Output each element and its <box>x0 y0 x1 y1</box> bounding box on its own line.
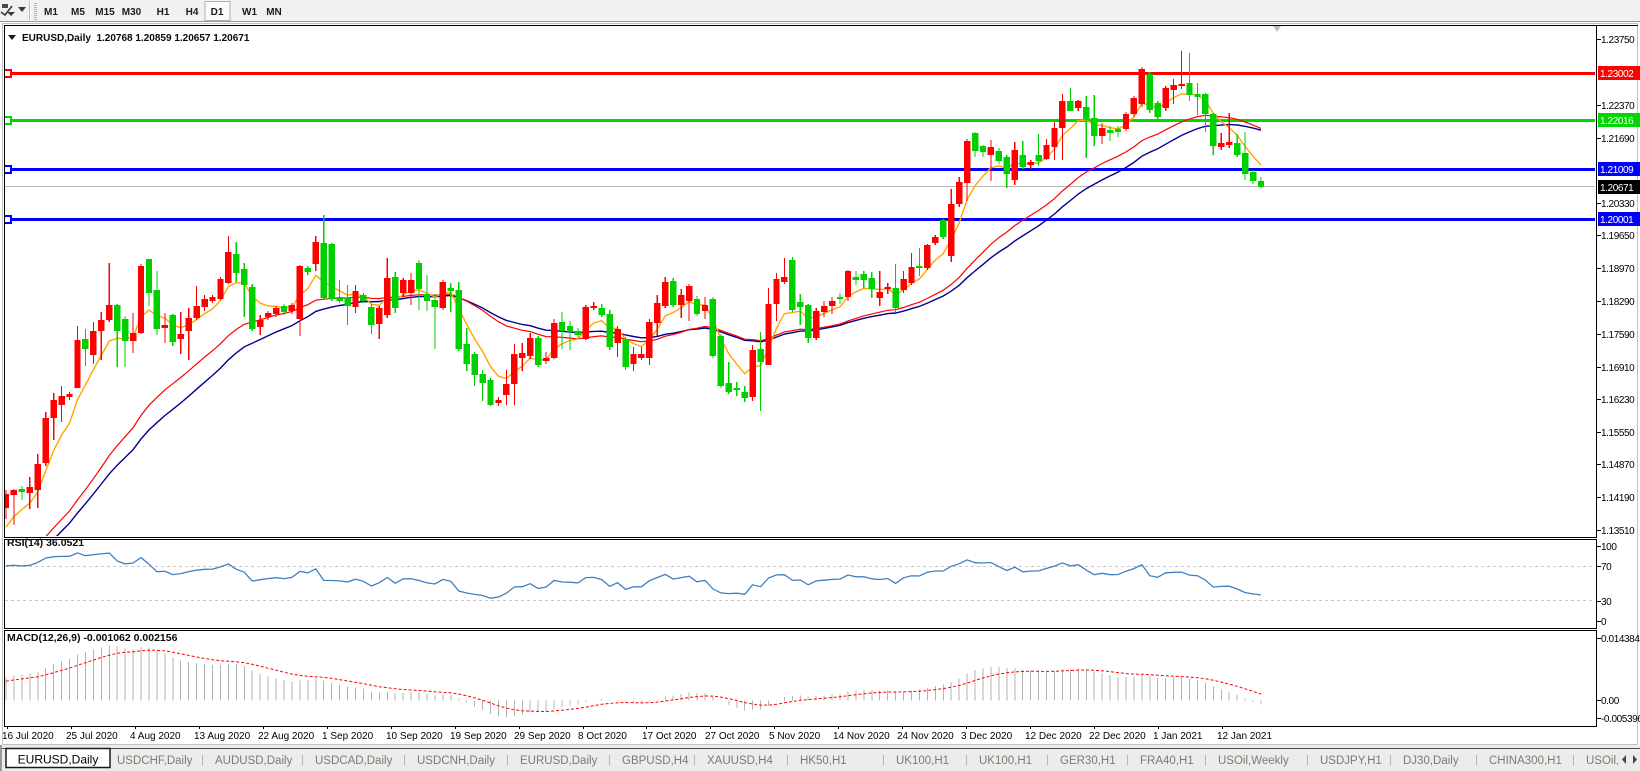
svg-text:|: | <box>1306 754 1309 766</box>
svg-text:|: | <box>1046 754 1049 766</box>
svg-text:H1: H1 <box>157 7 170 18</box>
svg-text:RSI(14) 36.0521: RSI(14) 36.0521 <box>7 537 84 549</box>
svg-text:FRA40,H1: FRA40,H1 <box>1140 755 1194 767</box>
svg-text:10 Sep 2020: 10 Sep 2020 <box>386 731 443 742</box>
svg-text:0.00: 0.00 <box>1601 696 1620 707</box>
svg-text:13 Aug 2020: 13 Aug 2020 <box>194 731 251 742</box>
svg-text:1.17590: 1.17590 <box>1601 330 1635 341</box>
svg-text:D1: D1 <box>211 7 224 18</box>
svg-text:UK100,H1: UK100,H1 <box>896 755 949 767</box>
svg-text:M30: M30 <box>122 7 142 18</box>
svg-text:12 Dec 2020: 12 Dec 2020 <box>1025 731 1082 742</box>
svg-text:M15: M15 <box>95 7 115 18</box>
svg-text:UK100,H1: UK100,H1 <box>979 755 1032 767</box>
svg-text:H4: H4 <box>186 7 199 18</box>
svg-text:1.20001: 1.20001 <box>1600 215 1634 226</box>
svg-text:1.22370: 1.22370 <box>1601 101 1635 112</box>
svg-text:M5: M5 <box>71 7 85 18</box>
svg-text:|: | <box>608 754 611 766</box>
svg-text:-0.005396: -0.005396 <box>1601 714 1640 725</box>
svg-text:MACD(12,26,9) -0.001062 0.0021: MACD(12,26,9) -0.001062 0.002156 <box>7 632 178 644</box>
svg-text:5 Nov 2020: 5 Nov 2020 <box>769 731 821 742</box>
svg-text:|: | <box>965 754 968 766</box>
svg-text:XAUUSD,H4: XAUUSD,H4 <box>707 755 773 767</box>
svg-text:GER30,H1: GER30,H1 <box>1060 755 1116 767</box>
svg-text:|: | <box>506 754 509 766</box>
svg-text:GBPUSD,H4: GBPUSD,H4 <box>622 755 689 767</box>
svg-text:USDCHF,Daily: USDCHF,Daily <box>117 755 193 767</box>
svg-text:12 Jan 2021: 12 Jan 2021 <box>1217 731 1272 742</box>
svg-text:W1: W1 <box>242 7 257 18</box>
svg-text:USDCNH,Daily: USDCNH,Daily <box>417 755 495 767</box>
svg-text:70: 70 <box>1601 562 1612 573</box>
svg-text:17 Oct 2020: 17 Oct 2020 <box>642 731 697 742</box>
svg-text:1.13510: 1.13510 <box>1601 526 1635 537</box>
svg-text:1.16910: 1.16910 <box>1601 363 1635 374</box>
svg-text:1.22016: 1.22016 <box>1600 116 1634 127</box>
svg-text:4 Aug 2020: 4 Aug 2020 <box>130 731 181 742</box>
svg-text:USOil,Weekly: USOil,Weekly <box>1218 755 1289 767</box>
svg-text:30: 30 <box>1601 597 1612 608</box>
svg-text:|: | <box>786 754 789 766</box>
svg-text:1.18290: 1.18290 <box>1601 297 1635 308</box>
svg-text:|: | <box>882 754 885 766</box>
svg-text:29 Sep 2020: 29 Sep 2020 <box>514 731 571 742</box>
svg-text:1.15550: 1.15550 <box>1601 428 1635 439</box>
svg-text:1.21690: 1.21690 <box>1601 134 1635 145</box>
svg-text:1 Sep 2020: 1 Sep 2020 <box>322 731 374 742</box>
svg-text:|: | <box>1126 754 1129 766</box>
svg-text:|: | <box>301 754 304 766</box>
svg-text:1.23002: 1.23002 <box>1600 69 1634 80</box>
svg-text:MN: MN <box>266 7 282 18</box>
svg-text:|: | <box>1572 754 1575 766</box>
svg-text:27 Oct 2020: 27 Oct 2020 <box>705 731 760 742</box>
svg-text:1.19650: 1.19650 <box>1601 231 1635 242</box>
svg-text:CHINA300,H1: CHINA300,H1 <box>1489 755 1562 767</box>
svg-text:0.014384: 0.014384 <box>1601 634 1640 645</box>
svg-text:|: | <box>1475 754 1478 766</box>
svg-text:24 Nov 2020: 24 Nov 2020 <box>897 731 954 742</box>
svg-text:1.14870: 1.14870 <box>1601 460 1635 471</box>
svg-text:8 Oct 2020: 8 Oct 2020 <box>578 731 627 742</box>
svg-text:25 Jul 2020: 25 Jul 2020 <box>66 731 118 742</box>
svg-text:EURUSD,Daily: EURUSD,Daily <box>520 755 598 767</box>
svg-text:HK50,H1: HK50,H1 <box>800 755 847 767</box>
svg-text:1.16230: 1.16230 <box>1601 395 1635 406</box>
svg-text:19 Sep 2020: 19 Sep 2020 <box>450 731 507 742</box>
svg-text:M1: M1 <box>44 7 58 18</box>
svg-text:1 Jan 2021: 1 Jan 2021 <box>1153 731 1203 742</box>
svg-text:|: | <box>1204 754 1207 766</box>
svg-text:1.18970: 1.18970 <box>1601 264 1635 275</box>
svg-text:USDJPY,H1: USDJPY,H1 <box>1320 755 1382 767</box>
svg-text:100: 100 <box>1601 542 1617 553</box>
svg-text:|: | <box>403 754 406 766</box>
svg-text:|: | <box>201 754 204 766</box>
svg-text:22 Aug 2020: 22 Aug 2020 <box>258 731 315 742</box>
svg-text:DJ30,Daily: DJ30,Daily <box>1403 755 1459 767</box>
svg-text:EURUSD,Daily 1.20768 1.20859: EURUSD,Daily 1.20768 1.20859 1.20657 1.2… <box>22 33 250 44</box>
svg-text:1.21009: 1.21009 <box>1600 165 1634 176</box>
svg-text:22 Dec 2020: 22 Dec 2020 <box>1089 731 1146 742</box>
svg-text:14 Nov 2020: 14 Nov 2020 <box>833 731 890 742</box>
svg-text:AUDUSD,Daily: AUDUSD,Daily <box>215 755 293 767</box>
svg-text:1.20671: 1.20671 <box>1600 183 1634 194</box>
svg-text:EURUSD,Daily: EURUSD,Daily <box>18 753 99 767</box>
svg-text:1.20330: 1.20330 <box>1601 199 1635 210</box>
svg-text:3 Dec 2020: 3 Dec 2020 <box>961 731 1013 742</box>
svg-text:|: | <box>1389 754 1392 766</box>
svg-text:16 Jul 2020: 16 Jul 2020 <box>2 731 54 742</box>
svg-text:1.14190: 1.14190 <box>1601 493 1635 504</box>
svg-text:1.23750: 1.23750 <box>1601 35 1635 46</box>
svg-text:0: 0 <box>1601 617 1607 628</box>
svg-text:USDCAD,Daily: USDCAD,Daily <box>315 755 393 767</box>
svg-text:|: | <box>693 754 696 766</box>
svg-text:USOil,: USOil, <box>1586 755 1619 767</box>
